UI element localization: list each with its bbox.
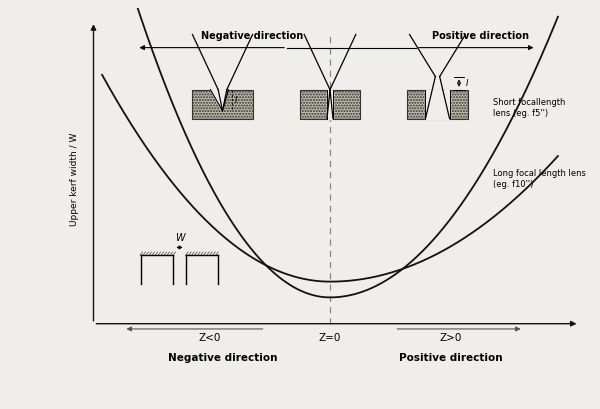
Text: I: I — [235, 96, 237, 105]
Bar — [300, 90, 360, 119]
Polygon shape — [425, 90, 449, 119]
Polygon shape — [211, 90, 226, 111]
Text: I: I — [466, 79, 468, 88]
Text: Z=0: Z=0 — [319, 333, 341, 343]
Text: Z>0: Z>0 — [439, 333, 461, 343]
Text: Short focallength
lens (eg. f5''): Short focallength lens (eg. f5'') — [493, 99, 566, 118]
Bar — [193, 90, 253, 119]
Bar — [193, 90, 253, 119]
Text: Upper kerf width / W: Upper kerf width / W — [70, 133, 79, 226]
Text: Positive direction: Positive direction — [432, 31, 529, 41]
Text: Positive direction: Positive direction — [398, 353, 502, 363]
Text: Negative direction: Negative direction — [168, 353, 277, 363]
Text: Z<0: Z<0 — [199, 333, 221, 343]
Text: Negative direction: Negative direction — [202, 31, 304, 41]
Bar — [300, 90, 360, 119]
Polygon shape — [327, 90, 333, 119]
Text: Long focal length lens
(eg. f10''): Long focal length lens (eg. f10'') — [493, 169, 586, 189]
Bar — [407, 90, 467, 119]
Bar — [407, 90, 467, 119]
Text: W: W — [175, 233, 184, 243]
